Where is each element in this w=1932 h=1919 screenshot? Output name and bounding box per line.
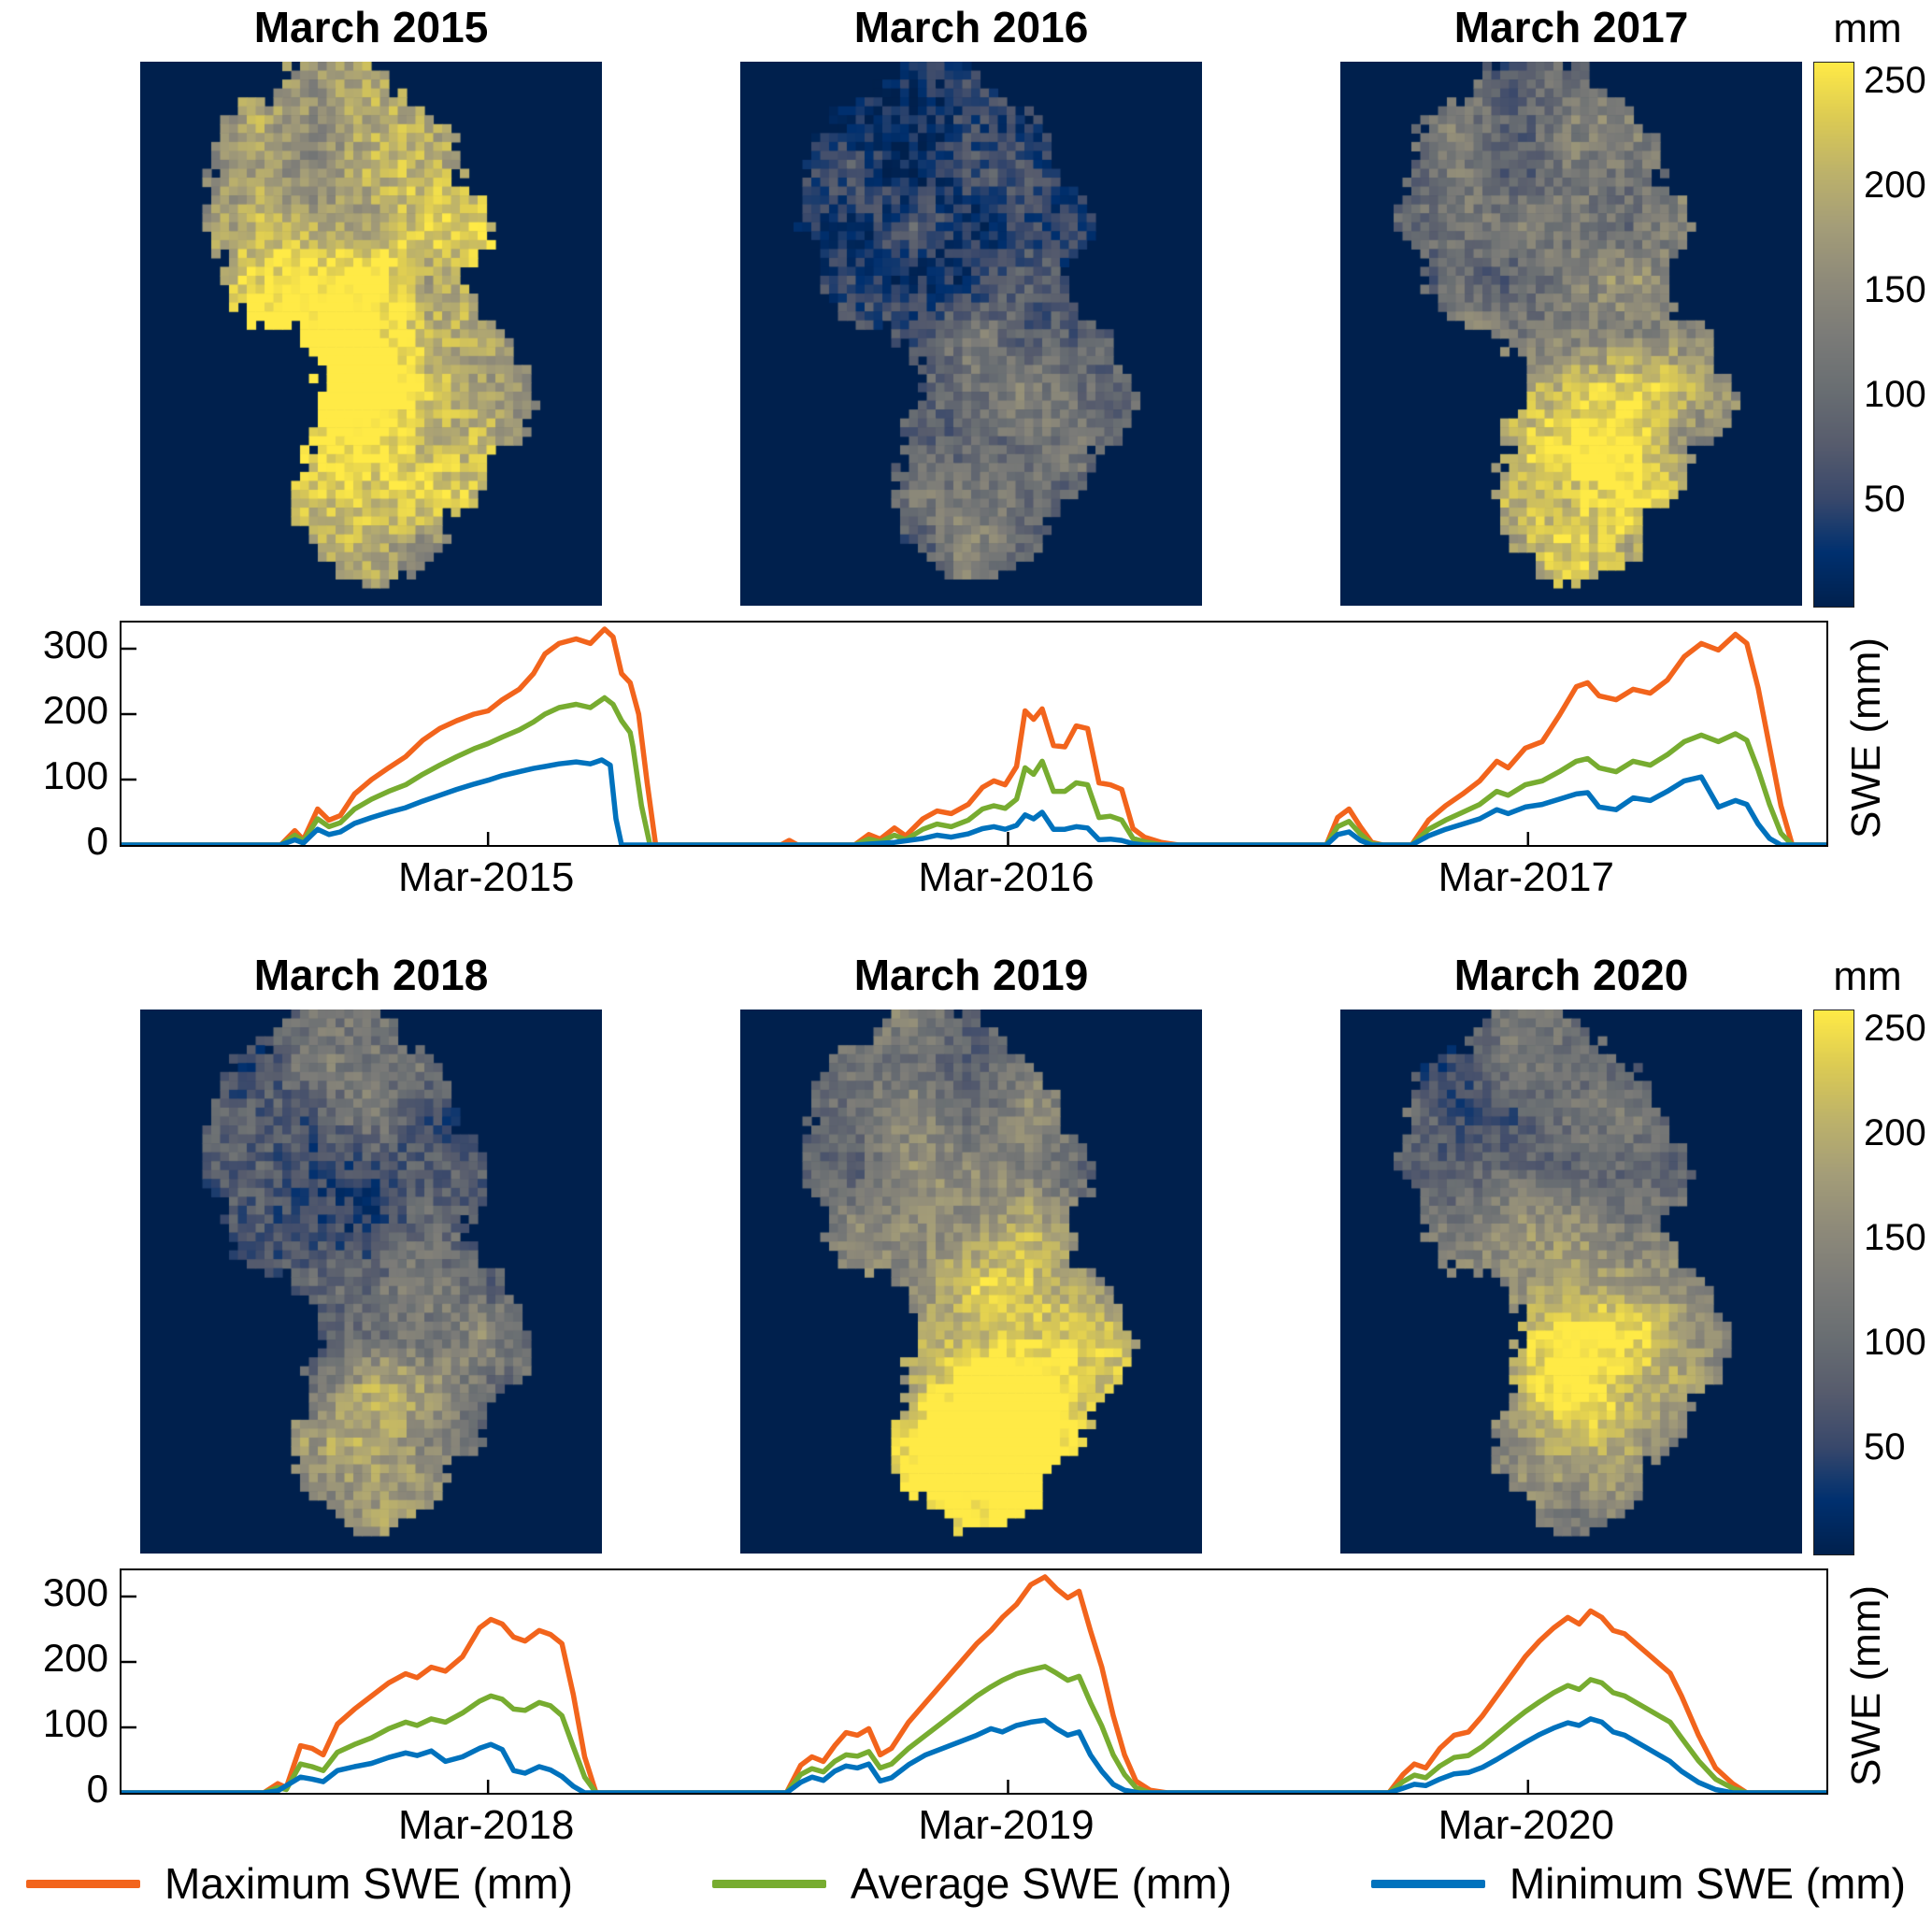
plot-area-bottom (120, 1568, 1828, 1795)
colorbar-tick-label: 150 (1864, 1217, 1926, 1259)
series-line-min (122, 1716, 1826, 1793)
swe-lineplot-top (122, 626, 1826, 845)
colorbar-ticks-top: 250 200 150 100 50 (1864, 60, 1932, 606)
swe-map-march-2015 (140, 62, 602, 606)
colorbar-bottom (1813, 1010, 1854, 1555)
colorbar-ticks-bottom: 250 200 150 100 50 (1864, 1008, 1932, 1554)
y-tick-label: 100 (42, 1701, 108, 1745)
colorbar-tick-label: 200 (1864, 1112, 1926, 1154)
minimum-swe-line-swatch (1370, 1879, 1485, 1888)
map-title-march-2020: March 2020 (1453, 951, 1689, 999)
series-line-avg (122, 695, 1826, 845)
y-axis-label-top: SWE (mm) (1843, 637, 1889, 838)
map-title-march-2016: March 2016 (853, 3, 1089, 51)
swe-map-march-2017 (1340, 62, 1802, 606)
colorbar-tick-label: 200 (1864, 165, 1926, 207)
colorbar-tick-label: 250 (1864, 60, 1926, 102)
legend-label-minimum: Minimum SWE (mm) (1509, 1859, 1906, 1908)
y-axis-ticks-bottom: 0 100 200 300 (0, 1568, 108, 1811)
maximum-swe-line-swatch (26, 1879, 140, 1888)
swe-map-march-2018 (140, 1010, 602, 1554)
map-title-march-2017: March 2017 (1453, 3, 1689, 51)
series-line-avg (122, 1664, 1826, 1793)
legend-item-average: Average SWE (mm) (711, 1858, 1232, 1909)
series-line-max (122, 1574, 1826, 1793)
colorbar-tick-label: 100 (1864, 374, 1926, 416)
y-tick-label: 200 (42, 1636, 108, 1680)
x-tick-label: Mar-2015 (398, 854, 575, 900)
colorbar-title-top: mm (1833, 6, 1902, 51)
map-title-march-2018: March 2018 (253, 951, 489, 999)
x-tick-label: Mar-2017 (1438, 854, 1614, 900)
colorbar-title-bottom: mm (1833, 953, 1902, 999)
y-tick-label: 200 (42, 688, 108, 732)
x-axis-ticks-top: Mar-2015 Mar-2016 Mar-2017 (120, 854, 1825, 905)
legend-item-maximum: Maximum SWE (mm) (26, 1858, 573, 1909)
swe-map-march-2020 (1340, 1010, 1802, 1554)
swe-map-march-2016 (740, 62, 1202, 606)
timeseries-panel-bottom: 0 100 200 300 Mar-2018 Mar-2019 Mar-2020 SWE … (0, 1568, 1932, 1849)
map-title-march-2019: March 2019 (853, 951, 1089, 999)
y-tick-label: 300 (42, 623, 108, 666)
swe-lineplot-bottom (122, 1574, 1826, 1793)
swe-map-march-2019 (740, 1010, 1202, 1554)
average-swe-line-swatch (711, 1879, 826, 1888)
legend-label-average: Average SWE (mm) (850, 1859, 1232, 1908)
colorbar-tick-label: 100 (1864, 1322, 1926, 1364)
colorbar-top (1813, 62, 1854, 608)
y-axis-label-bottom: SWE (mm) (1843, 1584, 1889, 1786)
colorbar-tick-label: 50 (1864, 1426, 1906, 1468)
series-line-max (122, 626, 1826, 845)
y-axis-ticks-top: 0 100 200 300 (0, 621, 108, 863)
figure-legend: Maximum SWE (mm) Average SWE (mm) Minimu… (0, 1858, 1932, 1909)
legend-label-maximum: Maximum SWE (mm) (165, 1859, 573, 1908)
y-tick-label: 0 (86, 819, 108, 863)
x-tick-label: Mar-2016 (918, 854, 1095, 900)
colorbar-tick-label: 250 (1864, 1008, 1926, 1050)
x-axis-ticks-bottom: Mar-2018 Mar-2019 Mar-2020 (120, 1802, 1825, 1853)
plot-area-top (120, 621, 1828, 847)
series-line-min (122, 757, 1826, 845)
y-tick-label: 300 (42, 1570, 108, 1614)
x-tick-label: Mar-2018 (398, 1802, 575, 1848)
colorbar-tick-label: 150 (1864, 269, 1926, 311)
colorbar-tick-label: 50 (1864, 479, 1906, 521)
timeseries-panel-top: 0 100 200 300 Mar-2015 Mar-2016 Mar-2017 SWE … (0, 621, 1932, 901)
y-tick-label: 100 (42, 753, 108, 797)
y-tick-label: 0 (86, 1767, 108, 1811)
map-title-march-2015: March 2015 (253, 3, 489, 51)
x-tick-label: Mar-2020 (1438, 1802, 1614, 1848)
x-tick-label: Mar-2019 (918, 1802, 1095, 1848)
legend-item-minimum: Minimum SWE (mm) (1370, 1858, 1906, 1909)
